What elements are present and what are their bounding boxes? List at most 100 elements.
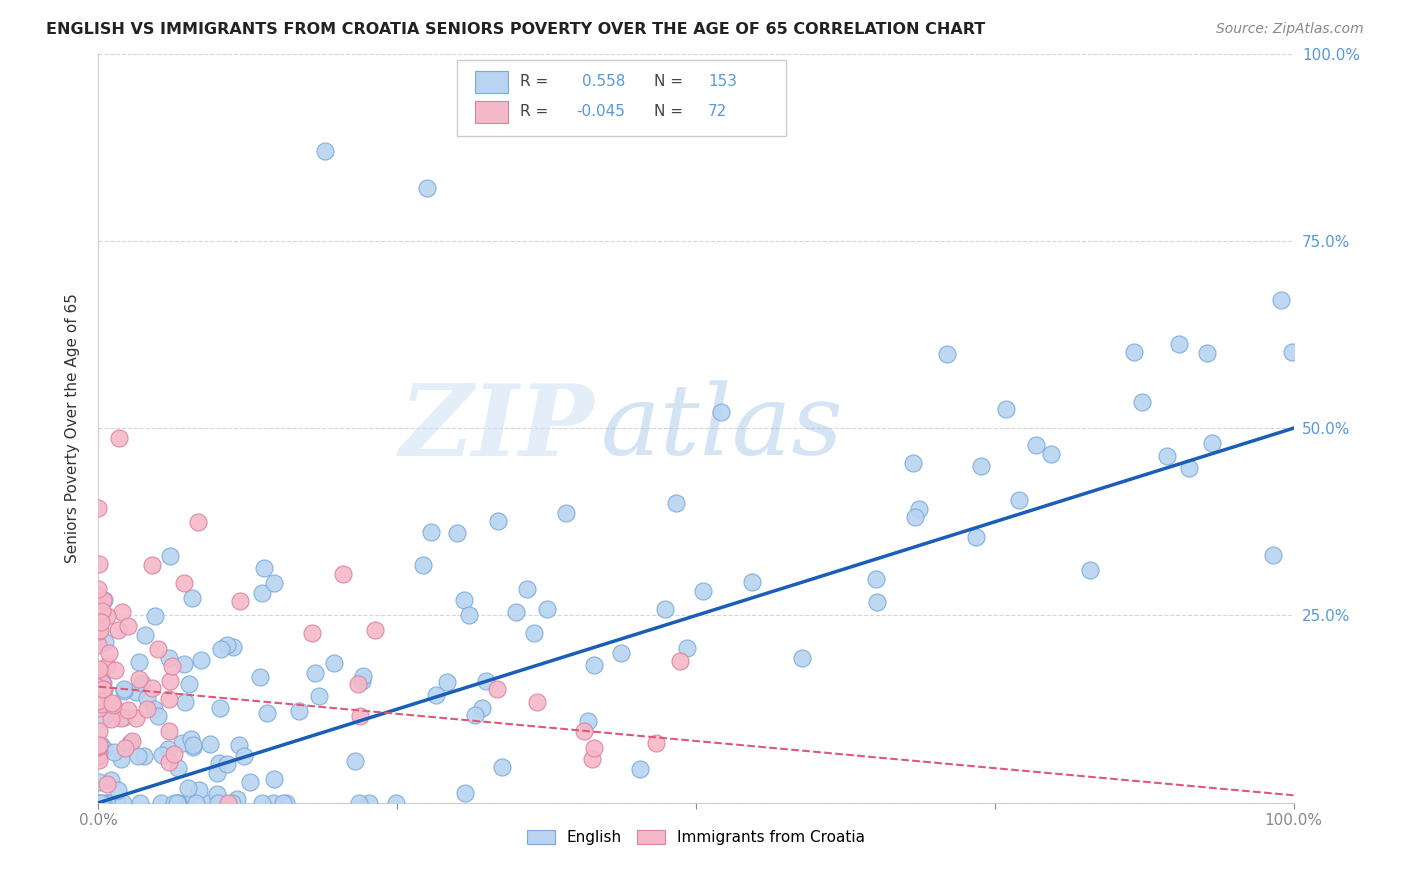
Point <box>217 796 239 810</box>
Point <box>221 796 243 810</box>
Point <box>359 796 381 810</box>
Point <box>474 674 496 689</box>
Point <box>936 347 959 361</box>
Point <box>1130 395 1153 409</box>
Point <box>157 723 180 738</box>
Point <box>159 549 181 563</box>
Point <box>117 703 139 717</box>
Point <box>416 181 439 195</box>
Point <box>90 676 112 690</box>
Point <box>205 796 228 810</box>
Point <box>174 695 197 709</box>
Point <box>692 583 714 598</box>
Point <box>132 749 155 764</box>
Point <box>90 615 112 629</box>
Text: N =: N = <box>654 74 683 88</box>
Point <box>135 690 157 705</box>
Point <box>555 507 578 521</box>
Text: N =: N = <box>654 103 683 119</box>
Point <box>163 796 186 810</box>
Point <box>901 456 924 470</box>
Point <box>91 697 114 711</box>
Point <box>111 605 134 619</box>
Point <box>304 665 326 680</box>
Point <box>263 575 285 590</box>
Point <box>349 708 371 723</box>
Point <box>181 591 204 606</box>
Point <box>385 796 408 810</box>
Point <box>96 796 118 810</box>
Point <box>332 567 354 582</box>
Point <box>118 736 141 750</box>
Point <box>288 704 311 718</box>
Point <box>344 754 367 768</box>
Point <box>143 702 166 716</box>
Text: ZIP: ZIP <box>399 380 595 476</box>
Point <box>256 706 278 721</box>
Point <box>103 698 125 713</box>
Point <box>129 796 152 810</box>
Point <box>1025 437 1047 451</box>
Point <box>198 796 221 810</box>
Point <box>654 602 676 616</box>
Point <box>308 689 330 703</box>
Point <box>159 673 181 688</box>
Point <box>172 736 194 750</box>
Point <box>263 772 285 786</box>
Point <box>453 593 475 607</box>
Point <box>87 693 110 707</box>
Point <box>226 791 249 805</box>
Text: atlas: atlas <box>600 381 844 475</box>
Point <box>262 796 284 810</box>
Point <box>582 741 605 756</box>
Point <box>239 775 262 789</box>
Point <box>790 650 813 665</box>
Point <box>347 796 370 810</box>
Point <box>111 796 134 810</box>
Point <box>110 752 132 766</box>
Point <box>163 747 186 761</box>
Point <box>150 748 173 763</box>
Point <box>485 681 508 696</box>
Point <box>128 656 150 670</box>
Point <box>87 662 110 676</box>
Point <box>710 405 733 419</box>
Point <box>131 675 153 690</box>
Text: -0.045: -0.045 <box>576 103 626 119</box>
Point <box>141 558 163 572</box>
Point <box>866 594 889 608</box>
Text: 72: 72 <box>709 103 727 119</box>
Point <box>221 640 243 654</box>
Point <box>908 502 931 516</box>
Point <box>90 738 112 752</box>
Point <box>167 796 190 810</box>
Point <box>157 742 180 756</box>
Point <box>217 756 239 771</box>
Point <box>207 796 229 810</box>
Point <box>582 658 605 673</box>
Point <box>89 753 111 767</box>
Point <box>91 681 114 696</box>
Point <box>363 623 385 637</box>
Point <box>100 772 122 787</box>
Point <box>207 756 229 770</box>
Point <box>91 592 114 607</box>
Point <box>87 639 110 653</box>
Point <box>173 657 195 672</box>
Point <box>250 796 273 810</box>
Point <box>89 701 111 715</box>
Point <box>105 796 128 810</box>
Point <box>150 796 173 810</box>
Point <box>96 796 118 810</box>
Point <box>89 775 111 789</box>
Point <box>1122 344 1144 359</box>
Point <box>865 572 887 586</box>
Point <box>205 788 228 802</box>
Point <box>187 515 209 529</box>
Point <box>572 724 595 739</box>
Point <box>89 696 111 710</box>
Point <box>91 682 114 697</box>
Point <box>98 646 121 660</box>
Point <box>491 760 513 774</box>
Point <box>87 624 110 639</box>
